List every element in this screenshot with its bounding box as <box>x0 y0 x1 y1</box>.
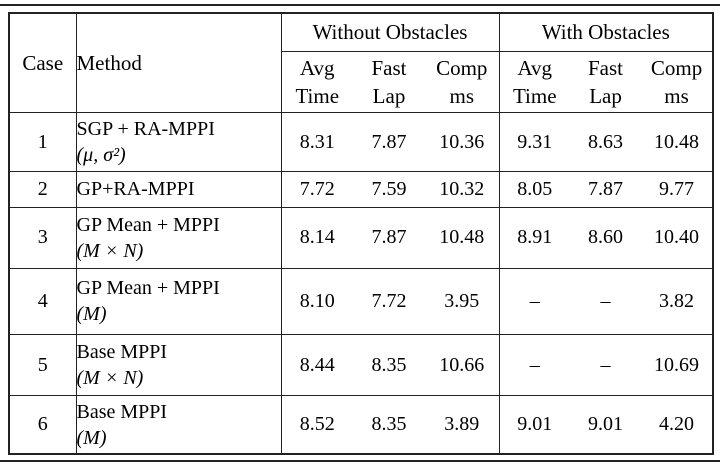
table-row: 6 Base MPPI (M) 8.52 8.35 3.89 9.01 9.01… <box>9 395 714 454</box>
method-cell: SGP + RA-MPPI (μ, σ²) <box>75 112 281 172</box>
case-cell: 4 <box>9 267 76 335</box>
value-cell: 8.44 <box>280 334 353 396</box>
value-cell: 9.77 <box>641 171 714 208</box>
method-cell: Base MPPI (M) <box>75 395 281 454</box>
sub-header-line2: Lap <box>372 84 406 108</box>
value-cell: 3.82 <box>641 267 714 335</box>
value-cell: 8.52 <box>280 395 353 454</box>
method-name: GP+RA-MPPI <box>76 178 195 201</box>
col-header-case: Case <box>9 12 76 113</box>
sub-header-line1: Fast <box>588 56 624 80</box>
sub-header-line2: Time <box>295 84 340 108</box>
sub-header-line2: ms <box>664 84 689 108</box>
value-cell: – <box>570 267 642 335</box>
value-cell: 10.69 <box>641 334 714 396</box>
col-header-avg-time-with: Avg Time <box>498 50 571 113</box>
value-cell: 10.48 <box>641 112 714 172</box>
sub-header-line1: Avg <box>517 56 553 80</box>
value-cell: 7.87 <box>353 206 425 269</box>
value-cell: 8.91 <box>498 206 571 269</box>
value-cell: 10.40 <box>641 206 714 269</box>
sub-header-line1: Comp <box>436 56 488 80</box>
method-params: (μ, σ²) <box>76 144 126 167</box>
value-cell: 9.01 <box>570 395 642 454</box>
value-cell: 8.31 <box>280 112 353 172</box>
method-cell: Base MPPI (M × N) <box>75 334 281 396</box>
value-cell: 8.63 <box>570 112 642 172</box>
value-cell: 3.89 <box>425 395 500 454</box>
group-header-without-obstacles: Without Obstacles <box>280 12 500 52</box>
value-cell: 8.10 <box>280 267 353 335</box>
bottom-rule <box>0 460 720 462</box>
method-cell: GP+RA-MPPI <box>75 171 281 208</box>
value-cell: 9.01 <box>498 395 571 454</box>
method-cell: GP Mean + MPPI (M) <box>75 267 281 335</box>
value-cell: 10.32 <box>425 171 500 208</box>
method-params: (M) <box>76 426 107 449</box>
value-cell: 3.95 <box>425 267 500 335</box>
col-header-avg-time-without: Avg Time <box>280 50 353 113</box>
sub-header-line1: Comp <box>650 56 703 80</box>
results-table: Case Method Without Obstacles With Obsta… <box>8 12 715 455</box>
value-cell: 10.66 <box>425 334 500 396</box>
value-cell: 7.87 <box>570 171 642 208</box>
method-name: GP Mean + MPPI <box>76 213 220 236</box>
table-row: 3 GP Mean + MPPI (M × N) 8.14 7.87 10.48… <box>9 206 714 269</box>
case-cell: 5 <box>9 334 76 396</box>
col-header-fast-lap-without: Fast Lap <box>353 50 425 113</box>
col-header-method: Method <box>75 12 281 113</box>
table-row: 5 Base MPPI (M × N) 8.44 8.35 10.66 – – … <box>9 334 714 396</box>
value-cell: 8.60 <box>570 206 642 269</box>
value-cell: 10.36 <box>425 112 500 172</box>
method-params: (M × N) <box>76 239 144 262</box>
value-cell: – <box>570 334 642 396</box>
case-cell: 3 <box>9 206 76 269</box>
value-cell: – <box>498 267 571 335</box>
sub-header-line2: Lap <box>589 84 622 108</box>
col-header-comp-ms-without: Comp ms <box>425 50 500 113</box>
value-cell: 7.72 <box>280 171 353 208</box>
value-cell: – <box>498 334 571 396</box>
sub-header-line2: ms <box>449 84 475 108</box>
table-row: 2 GP+RA-MPPI 7.72 7.59 10.32 8.05 7.87 9… <box>9 171 714 208</box>
case-cell: 1 <box>9 112 76 172</box>
method-name: Base MPPI <box>76 400 168 423</box>
value-cell: 8.14 <box>280 206 353 269</box>
col-header-fast-lap-with: Fast Lap <box>570 50 642 113</box>
top-rule <box>0 4 720 6</box>
method-name: Base MPPI <box>76 341 168 364</box>
sub-header-line2: Time <box>512 84 557 108</box>
value-cell: 8.05 <box>498 171 571 208</box>
value-cell: 4.20 <box>641 395 714 454</box>
value-cell: 8.35 <box>353 334 425 396</box>
value-cell: 7.59 <box>353 171 425 208</box>
case-cell: 6 <box>9 395 76 454</box>
value-cell: 7.72 <box>353 267 425 335</box>
col-header-comp-ms-with: Comp ms <box>641 50 714 113</box>
table-row: 4 GP Mean + MPPI (M) 8.10 7.72 3.95 – – … <box>9 267 714 335</box>
sub-header-line1: Fast <box>371 56 407 80</box>
value-cell: 8.35 <box>353 395 425 454</box>
value-cell: 10.48 <box>425 206 500 269</box>
method-params: (M × N) <box>76 367 144 390</box>
table-row: 1 SGP + RA-MPPI (μ, σ²) 8.31 7.87 10.36 … <box>9 112 714 172</box>
case-cell: 2 <box>9 171 76 208</box>
group-header-with-obstacles: With Obstacles <box>498 12 714 52</box>
method-cell: GP Mean + MPPI (M × N) <box>75 206 281 269</box>
value-cell: 9.31 <box>498 112 571 172</box>
value-cell: 7.87 <box>353 112 425 172</box>
method-name: GP Mean + MPPI <box>76 277 220 300</box>
method-params: (M) <box>76 303 107 326</box>
method-name: SGP + RA-MPPI <box>76 118 215 141</box>
sub-header-line1: Avg <box>299 56 335 80</box>
